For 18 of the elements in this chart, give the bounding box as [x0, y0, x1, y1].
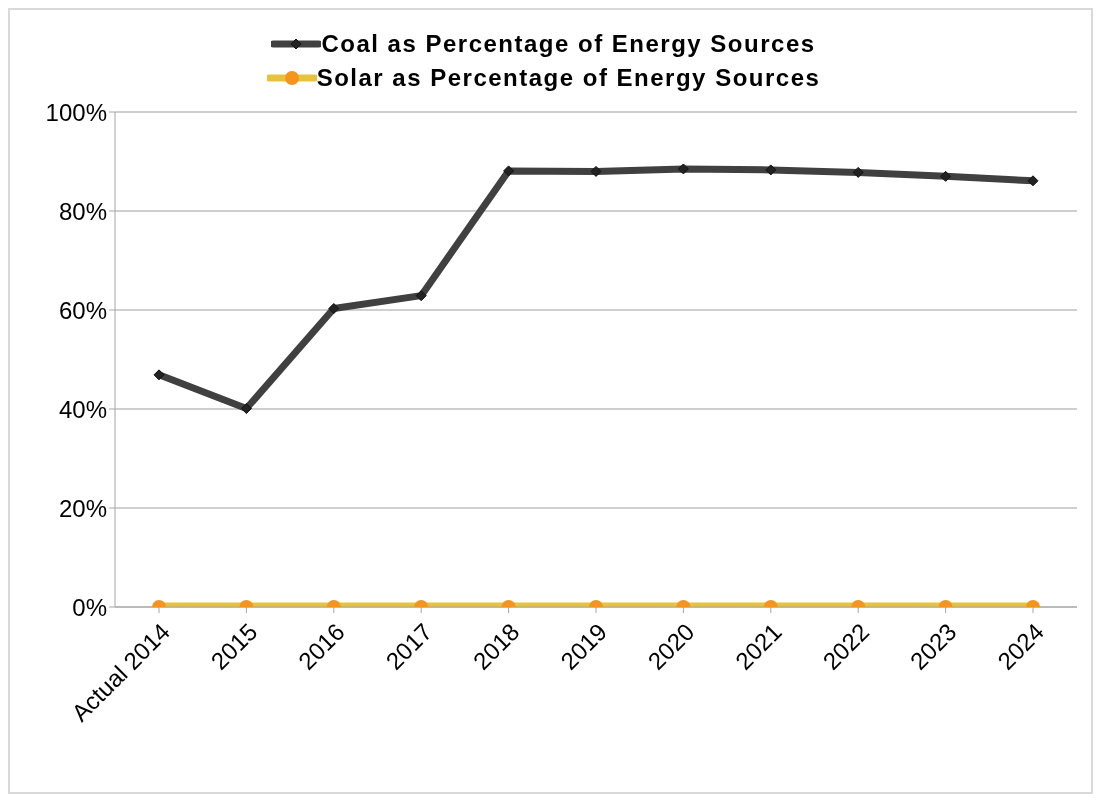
legend-label: Solar as Percentage of Energy Sources: [316, 64, 821, 92]
y-tick-label: 60%: [58, 296, 107, 324]
point: [590, 165, 602, 177]
point: [328, 303, 340, 315]
point: [153, 369, 165, 381]
point: [765, 164, 777, 176]
point: [503, 165, 515, 177]
y-tick-label: 80%: [58, 197, 107, 225]
y-tick-label: 100%: [45, 98, 107, 126]
y-tick-label: 0%: [72, 593, 107, 621]
point: [940, 170, 952, 182]
y-tick-label: 20%: [58, 494, 107, 522]
y-tick-label: 40%: [58, 395, 107, 423]
legend-label: Coal as Percentage of Energy Sources: [321, 30, 816, 58]
point: [677, 163, 689, 175]
point: [852, 166, 864, 178]
point: [415, 290, 427, 302]
point: [1027, 175, 1039, 187]
